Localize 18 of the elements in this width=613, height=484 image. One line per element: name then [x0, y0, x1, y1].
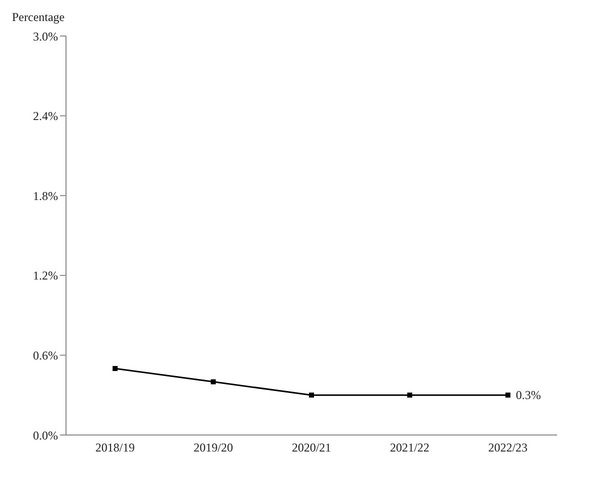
y-tick-label: 2.4%: [33, 109, 58, 124]
y-tick-label: 1.8%: [33, 188, 58, 203]
y-axis-title: Percentage: [12, 10, 65, 25]
point: [505, 392, 510, 398]
point: [112, 366, 118, 371]
y-tick-label: 1.2%: [33, 268, 58, 283]
y-tick-label: 0.6%: [33, 348, 58, 362]
x-tick-label: 2021/22: [390, 440, 430, 455]
point: [309, 392, 314, 398]
point: [407, 392, 412, 398]
point: [210, 379, 216, 384]
x-tick-label: 2018/19: [95, 440, 135, 455]
y-tick-label: 0.0%: [33, 428, 58, 442]
y-tick-label: 3.0%: [33, 29, 58, 44]
x-tick-label: 2022/23: [488, 440, 528, 455]
annotation: 0.3%: [516, 388, 541, 402]
x-tick-label: 2020/21: [292, 440, 332, 455]
x-tick-label: 2019/20: [194, 440, 233, 455]
